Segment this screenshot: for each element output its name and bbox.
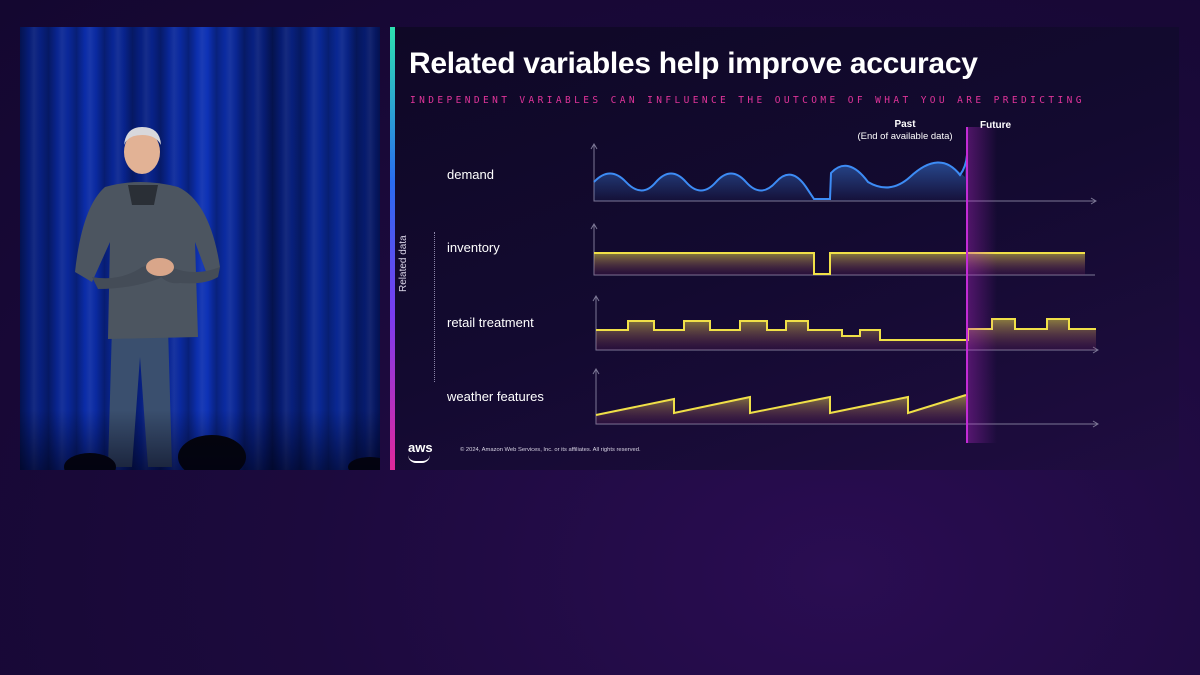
retail-series-fill <box>596 319 1096 350</box>
copyright-notice: © 2024, Amazon Web Services, Inc. or its… <box>460 447 641 453</box>
slide-accent-bar <box>390 27 395 470</box>
row-label-demand: demand <box>447 167 494 182</box>
speaker-figure <box>64 127 380 470</box>
past-label: Past <box>894 119 916 130</box>
future-label: Future <box>980 120 1012 131</box>
aws-logo: aws <box>408 440 433 455</box>
aws-smile-icon <box>408 455 430 463</box>
speaker-video <box>20 27 380 470</box>
retail-series-line <box>596 318 1096 341</box>
row-label-weather-features: weather features <box>447 389 544 404</box>
slide-subtitle: INDEPENDENT VARIABLES CAN INFLUENCE THE … <box>410 95 1085 106</box>
past-sublabel: (End of available data) <box>857 131 953 142</box>
future-glow <box>967 127 997 443</box>
related-data-bracket <box>434 232 435 382</box>
row-label-retail-treatment: retail treatment <box>447 315 534 330</box>
weather-series-fill <box>596 395 966 424</box>
weather-series-line <box>595 394 967 416</box>
past-marker-label: Past (End of available data) <box>855 119 955 143</box>
inventory-series-line <box>594 252 1085 275</box>
row-label-inventory: inventory <box>447 240 500 255</box>
related-variables-diagram <box>590 127 1099 443</box>
demand-series-line <box>593 154 968 200</box>
slide-title: Related variables help improve accuracy <box>409 47 978 80</box>
floor-shade <box>20 410 380 470</box>
demand-series-fill <box>594 155 966 201</box>
presentation-slide: Related variables help improve accuracy … <box>390 27 1179 470</box>
inventory-series-fill <box>594 253 1085 275</box>
